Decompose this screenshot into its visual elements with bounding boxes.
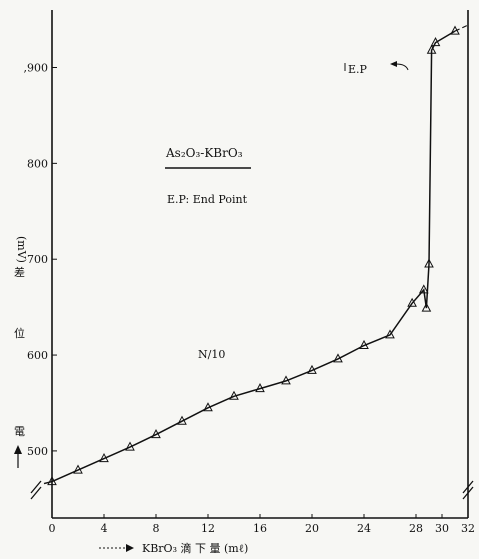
- series-polyline: [51, 30, 456, 483]
- endpoint-label: E.P: [348, 63, 368, 76]
- x-tick-label: 32: [461, 522, 475, 535]
- data-point: [426, 44, 437, 54]
- series-line: [43, 24, 469, 485]
- data-point: [407, 297, 417, 307]
- endpoint-arrow: [395, 63, 409, 71]
- data-point: [333, 353, 343, 363]
- data-point: [255, 383, 265, 393]
- series-start-extension: [43, 480, 53, 485]
- y-tick-label: 700: [27, 253, 48, 266]
- data-point: [281, 375, 291, 385]
- data-point: [307, 364, 317, 374]
- data-point: [99, 453, 109, 463]
- y-label-arrow-head: [14, 445, 22, 454]
- data-point: [73, 464, 83, 474]
- x-tick-label: 4: [101, 522, 108, 535]
- y-tick-label: 600: [27, 349, 48, 362]
- x-tick-label: 24: [357, 522, 371, 535]
- data-point: [450, 25, 460, 35]
- y-tick-labels: 500 600 700 800 ,900: [24, 62, 49, 458]
- data-points: [47, 25, 460, 486]
- data-point: [418, 284, 429, 294]
- x-tick-label: 0: [49, 522, 56, 535]
- plot-frame: [51, 10, 469, 519]
- y-label-char-1: 位: [14, 326, 25, 340]
- x-label-arrow-head: [126, 544, 134, 552]
- x-tick-label: 16: [253, 522, 267, 535]
- y-label-char-0: 電: [14, 425, 25, 438]
- x-tick-labels: 0 4 8 12 16 20 24 28 30 32: [49, 522, 476, 535]
- data-point: [151, 429, 161, 439]
- x-tick-label: 20: [305, 522, 319, 535]
- data-point: [421, 302, 432, 312]
- data-point: [47, 476, 57, 486]
- axis-ticks: [51, 67, 469, 518]
- series-label: N/10: [198, 348, 225, 361]
- x-tick-label: 8: [153, 522, 160, 535]
- data-point: [229, 390, 239, 400]
- data-point: [359, 339, 369, 349]
- y-tick-label: 500: [27, 445, 48, 458]
- data-point: [125, 441, 135, 451]
- data-point: [385, 329, 395, 339]
- y-axis-break-left: [30, 480, 42, 500]
- endpoint-arrow-head: [390, 61, 397, 67]
- chart-title: As₂O₃-KBrO₃: [165, 146, 243, 160]
- x-tick-label: 30: [435, 522, 449, 535]
- y-label-unit: (mV): [15, 236, 28, 263]
- x-tick-label: 12: [201, 522, 215, 535]
- y-axis-break-right: [462, 480, 474, 500]
- y-tick-label: 800: [27, 157, 48, 170]
- y-label-char-2: 差: [14, 265, 25, 279]
- x-tick-label: 28: [409, 522, 423, 535]
- data-point: [177, 415, 187, 425]
- chart-subtitle: E.P: End Point: [167, 193, 248, 206]
- data-point: [430, 37, 441, 47]
- x-axis-label: KBrO₃ 滴 下 量 (mℓ): [142, 541, 248, 555]
- y-tick-label: ,900: [24, 62, 49, 75]
- data-point: [203, 402, 213, 412]
- data-point: [424, 258, 434, 268]
